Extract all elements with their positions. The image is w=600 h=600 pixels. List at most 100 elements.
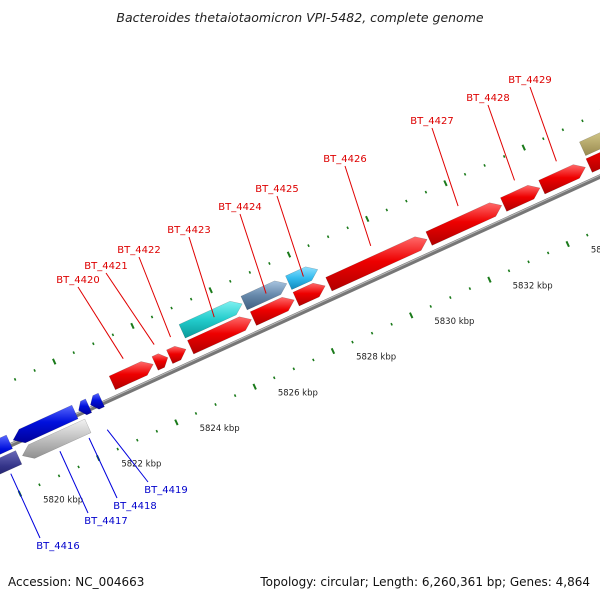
tick-mark-lower	[233, 394, 237, 398]
tick-mark-lower	[116, 447, 119, 451]
gene-label-bt4429: BT_4429	[508, 75, 551, 86]
tick-mark-upper	[483, 163, 486, 167]
tick-mark-upper	[52, 358, 57, 365]
tick-mark-upper	[542, 137, 545, 141]
tick-mark-lower	[449, 296, 452, 299]
gene-label-bt4425: BT_4425	[255, 184, 298, 195]
gene-label-bt4417: BT_4417	[84, 516, 127, 527]
gene-label-bt4428: BT_4428	[466, 93, 509, 104]
gene-label-bt4422: BT_4422	[117, 245, 160, 256]
tick-mark-upper	[346, 226, 349, 230]
scale-label: 5824 kbp	[200, 424, 240, 434]
gene-bt4417	[22, 418, 92, 459]
gene-cyan	[178, 300, 243, 339]
leader-line	[431, 127, 459, 207]
leader-line	[188, 236, 215, 318]
tick-mark-lower	[586, 233, 589, 237]
tick-mark-lower	[507, 269, 511, 273]
gene-bt4420	[108, 361, 154, 391]
gene-label-bt4423: BT_4423	[167, 225, 210, 236]
tick-mark-lower	[351, 340, 354, 344]
tick-mark-upper	[268, 262, 271, 265]
tick-mark-lower	[330, 347, 336, 355]
gene-bt4416	[0, 450, 23, 475]
gene-bt4424	[249, 297, 295, 326]
leader-line	[529, 86, 557, 162]
summary-text: Topology: circular; Length: 6,260,361 bp…	[260, 575, 590, 589]
tick-mark-lower	[252, 383, 257, 390]
gene-bt4427	[425, 202, 503, 246]
leader-line	[59, 451, 89, 514]
tick-mark-upper	[443, 180, 448, 187]
scale-label: 5832 kbp	[513, 281, 553, 291]
gene-bt4415	[0, 434, 13, 455]
tick-mark-lower	[292, 367, 296, 371]
tick-mark-lower	[155, 429, 159, 433]
tick-mark-upper	[385, 208, 389, 212]
leader-line	[239, 213, 267, 294]
tick-mark-upper	[208, 287, 213, 294]
gene-bt4419a	[78, 398, 93, 416]
tick-mark-lower	[77, 465, 80, 469]
tick-mark-upper	[111, 333, 115, 337]
gene-bt4423	[187, 316, 252, 355]
tick-mark-upper	[92, 342, 95, 346]
gene-label-bt4427: BT_4427	[410, 116, 453, 127]
gene-label-bt4419: BT_4419	[144, 485, 187, 496]
accession-text: Accession: NC_004663	[8, 575, 145, 589]
scale-label: 5828 kbp	[356, 353, 396, 363]
tick-mark-upper	[13, 377, 17, 381]
tick-mark-upper	[286, 251, 292, 258]
tick-mark-upper	[170, 306, 173, 310]
leader-line	[487, 104, 515, 181]
tick-mark-lower	[527, 260, 530, 264]
tick-mark-upper	[502, 155, 506, 158]
tick-mark-lower	[468, 287, 472, 291]
scale-label: 5834 kbp	[591, 246, 600, 256]
tick-mark-upper	[150, 315, 154, 319]
gene-bt4428	[500, 185, 541, 212]
leader-line	[10, 473, 41, 539]
tick-mark-lower	[390, 322, 393, 326]
leader-line	[77, 286, 124, 359]
gene-bt4426	[325, 236, 428, 292]
gene-bt4425	[292, 282, 326, 307]
tick-mark-lower	[370, 331, 374, 335]
gene-bt4421	[151, 353, 169, 371]
tick-mark-upper	[33, 369, 36, 372]
scale-label: 5830 kbp	[434, 317, 474, 327]
tick-mark-upper	[521, 144, 526, 151]
tick-mark-upper	[365, 215, 370, 223]
tick-mark-lower	[174, 419, 179, 426]
leader-line	[344, 165, 372, 247]
tick-mark-lower	[409, 312, 414, 319]
tick-mark-lower	[272, 376, 276, 380]
tick-mark-lower	[38, 483, 41, 487]
gene-olive	[579, 132, 600, 156]
gene-bt4422	[166, 345, 187, 364]
gene-label-bt4418: BT_4418	[113, 501, 156, 512]
gene-bt4430	[585, 152, 600, 173]
leader-line	[106, 429, 149, 483]
tick-mark-upper	[307, 244, 310, 248]
gene-steel	[240, 280, 288, 311]
gene-bt4418	[12, 404, 79, 444]
tick-mark-lower	[214, 403, 217, 406]
gene-label-bt4420: BT_4420	[56, 275, 99, 286]
leader-line	[88, 437, 118, 499]
tick-mark-lower	[57, 474, 61, 478]
backbone-line	[0, 174, 600, 453]
map-title: Bacteroides thetaiotaomicron VPI-5482, c…	[116, 10, 484, 25]
tick-mark-lower	[487, 276, 492, 283]
leader-line	[276, 195, 304, 277]
tick-mark-upper	[581, 119, 584, 123]
scale-label: 5822 kbp	[121, 460, 161, 470]
tick-mark-lower	[429, 304, 432, 308]
tick-mark-upper	[189, 297, 193, 301]
tick-mark-upper	[130, 322, 135, 330]
tick-mark-upper	[229, 279, 232, 283]
gene-label-bt4426: BT_4426	[323, 154, 366, 165]
gene-label-bt4424: BT_4424	[218, 202, 261, 213]
leader-line	[105, 272, 155, 345]
